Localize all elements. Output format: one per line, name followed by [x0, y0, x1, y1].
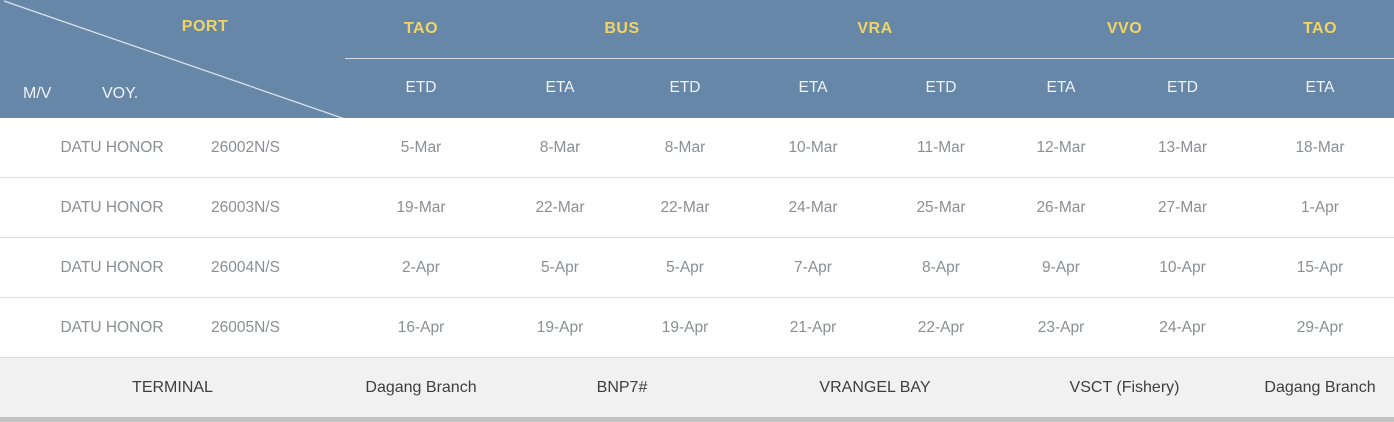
- date-cell-tao-eta: 29-Apr: [1296, 318, 1344, 336]
- date-cell-vra-etd: 11-Mar: [917, 138, 965, 156]
- port-header-bus: BUS: [604, 20, 640, 37]
- date-cell-bus-eta: 22-Mar: [535, 198, 585, 216]
- ports-row: TAO BUS VRA VVO TAO: [345, 0, 1394, 59]
- terminal-cell-vvo: VSCT (Fishery): [1069, 378, 1180, 396]
- date-cell-bus-etd: 22-Mar: [660, 198, 710, 216]
- subheader-etd-4: ETD: [1167, 79, 1198, 96]
- etd-eta-row: ETD ETA ETD ETA ETD ETA ETD ETA: [345, 59, 1394, 117]
- date-cell-vvo-etd: 10-Apr: [1159, 258, 1206, 276]
- date-cell-vra-etd: 22-Apr: [917, 318, 965, 336]
- vessel-name-cell: DATU HONOR: [60, 258, 164, 276]
- ports-header-area: TAO BUS VRA VVO TAO ETD ETA ETD ETA ETD …: [345, 0, 1394, 118]
- port-header-tao-1: TAO: [403, 20, 439, 37]
- date-cell-tao-etd: 5-Mar: [400, 138, 442, 156]
- subheader-etd-3: ETD: [925, 79, 957, 96]
- table-row: DATU HONOR 26003N/S 19-Mar 22-Mar 22-Mar…: [0, 178, 1394, 238]
- voyage-number: 26004N/S: [211, 258, 280, 276]
- date-cell-vra-eta: 21-Apr: [789, 318, 837, 336]
- terminal-cell-tao-2: Dagang Branch: [1264, 378, 1376, 396]
- date-cell-vvo-eta: 26-Mar: [1036, 198, 1086, 216]
- date-cell-vvo-eta: 23-Apr: [1037, 318, 1085, 336]
- port-header-vvo: VVO: [1106, 20, 1143, 37]
- mv-header-label: M/V: [23, 85, 52, 102]
- date-cell-vvo-etd: 24-Apr: [1159, 318, 1206, 336]
- port-header-tao-2: TAO: [1302, 20, 1338, 37]
- subheader-eta-2: ETA: [798, 79, 828, 96]
- date-cell-tao-eta: 1-Apr: [1301, 198, 1339, 216]
- voyage-header-label: VOY.: [102, 85, 139, 102]
- date-cell-vra-eta: 7-Apr: [794, 258, 832, 276]
- subheader-eta-3: ETA: [1046, 79, 1076, 96]
- date-cell-vvo-etd: 13-Mar: [1157, 138, 1208, 156]
- terminal-cell-tao-1: Dagang Branch: [365, 378, 477, 396]
- date-cell-bus-eta: 5-Apr: [541, 258, 579, 276]
- date-cell-bus-etd: 19-Apr: [661, 318, 709, 336]
- voyage-cell: 26004N/S: [211, 238, 345, 297]
- date-cell-tao-etd: 19-Mar: [396, 198, 446, 216]
- voyage-cell: 26005N/S: [211, 298, 345, 357]
- date-cell-vra-eta: 10-Mar: [788, 138, 838, 156]
- terminal-label: TERMINAL: [132, 378, 213, 396]
- table-row: DATU HONOR 26005N/S 16-Apr 19-Apr 19-Apr…: [0, 298, 1394, 358]
- port-header-vra: VRA: [857, 20, 893, 37]
- date-cell-vvo-eta: 9-Apr: [1042, 258, 1080, 276]
- date-cell-vvo-eta: 12-Mar: [1036, 138, 1086, 156]
- subheader-eta-1: ETA: [545, 79, 575, 96]
- diagonal-divider-line: [3, 0, 345, 118]
- date-cell-vra-etd: 8-Apr: [922, 258, 960, 276]
- voyage-number: 26002N/S: [211, 138, 280, 156]
- voyage-cell: 26002N/S: [211, 118, 345, 177]
- date-cell-bus-eta: 19-Apr: [536, 318, 584, 336]
- voyage-number: 26003N/S: [211, 198, 280, 216]
- date-cell-vra-etd: 25-Mar: [916, 198, 966, 216]
- terminal-row: TERMINAL Dagang Branch BNP7# VRANGEL BAY…: [0, 358, 1394, 417]
- table-row: DATU HONOR 26002N/S 5-Mar 8-Mar 8-Mar 10…: [0, 118, 1394, 178]
- subheader-etd-2: ETD: [669, 79, 701, 96]
- date-cell-tao-eta: 15-Apr: [1296, 258, 1344, 276]
- voyage-cell: 26003N/S: [211, 178, 345, 237]
- date-cell-bus-eta: 8-Mar: [539, 138, 581, 156]
- date-cell-tao-etd: 16-Apr: [397, 318, 445, 336]
- date-cell-tao-etd: 2-Apr: [402, 258, 440, 276]
- bottom-border-strip: [0, 417, 1394, 422]
- table-row: DATU HONOR 26004N/S 2-Apr 5-Apr 5-Apr 7-…: [0, 238, 1394, 298]
- vessel-name-cell: DATU HONOR: [60, 138, 164, 156]
- corner-cell: PORT M/V VOY.: [0, 0, 345, 118]
- port-header-label: PORT: [181, 18, 229, 35]
- date-cell-bus-etd: 5-Apr: [666, 258, 704, 276]
- vessel-name-cell: DATU HONOR: [60, 198, 164, 216]
- date-cell-bus-etd: 8-Mar: [664, 138, 706, 156]
- date-cell-tao-eta: 18-Mar: [1295, 138, 1345, 156]
- date-cell-vvo-etd: 27-Mar: [1157, 198, 1208, 216]
- terminal-cell-bus: BNP7#: [596, 378, 648, 396]
- terminal-cell-vra: VRANGEL BAY: [819, 378, 931, 396]
- date-cell-vra-eta: 24-Mar: [788, 198, 838, 216]
- subheader-etd-1: ETD: [405, 79, 437, 96]
- vessel-name-cell: DATU HONOR: [60, 318, 164, 336]
- subheader-eta-4: ETA: [1305, 79, 1335, 96]
- table-header: PORT M/V VOY. TAO BUS VRA VVO TAO ETD ET…: [0, 0, 1394, 118]
- voyage-number: 26005N/S: [211, 318, 280, 336]
